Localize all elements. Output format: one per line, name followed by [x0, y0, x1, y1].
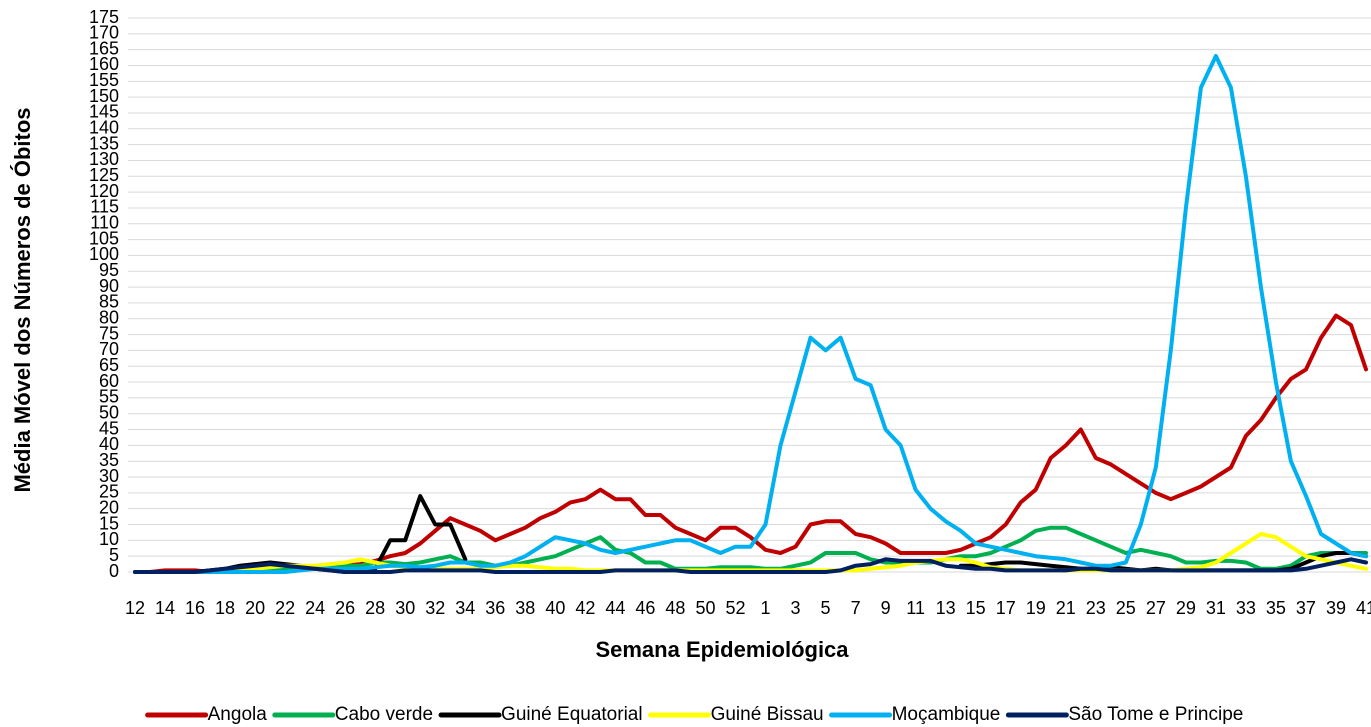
x-tick-label: 28	[365, 598, 385, 618]
y-tick-label: 125	[89, 165, 119, 185]
y-tick-label: 95	[99, 260, 119, 280]
x-tick-label: 26	[335, 598, 355, 618]
x-tick-label: 41	[1356, 598, 1371, 618]
y-tick-label: 70	[99, 339, 119, 359]
x-tick-label: 21	[1056, 598, 1076, 618]
x-tick-label: 23	[1086, 598, 1106, 618]
y-axis-title: Média Móvel dos Números de Óbitos	[10, 107, 35, 492]
y-tick-label: 150	[89, 86, 119, 106]
x-tick-label: 30	[395, 598, 415, 618]
y-tick-label: 15	[99, 513, 119, 533]
series-line	[133, 525, 1368, 574]
x-tick-label: 39	[1326, 598, 1346, 618]
legend-label: São Tome e Principe	[1068, 704, 1243, 725]
series-line	[133, 313, 1368, 574]
legend-label: Guiné Bissau	[711, 704, 824, 725]
x-tick-label: 52	[725, 598, 745, 618]
y-tick-label: 135	[89, 133, 119, 153]
x-tick-label: 15	[966, 598, 986, 618]
y-tick-label: 115	[90, 197, 119, 217]
x-tick-label: 13	[936, 598, 956, 618]
x-tick-label: 20	[245, 598, 265, 618]
legend-label: Cabo verde	[335, 704, 433, 725]
y-tick-label: 110	[90, 213, 119, 233]
x-tick-label: 12	[125, 598, 145, 618]
y-tick-label: 105	[89, 228, 119, 248]
y-tick-label: 100	[89, 244, 119, 264]
y-tick-label: 20	[99, 497, 119, 517]
y-tick-label: 155	[89, 70, 119, 90]
x-tick-label: 35	[1266, 598, 1286, 618]
y-tick-label: 75	[99, 323, 119, 343]
x-tick-label: 22	[275, 598, 295, 618]
y-tick-label: 0	[109, 561, 119, 581]
x-tick-label: 19	[1026, 598, 1046, 618]
y-tick-label: 25	[99, 482, 119, 502]
x-tick-label: 18	[215, 598, 235, 618]
y-tick-label: 90	[99, 276, 119, 296]
x-tick-label: 17	[996, 598, 1016, 618]
series-line	[133, 54, 1368, 574]
x-tick-label: 46	[635, 598, 655, 618]
y-tick-label: 85	[99, 292, 119, 312]
x-tick-label: 25	[1116, 598, 1136, 618]
x-tick-label: 31	[1206, 598, 1226, 618]
x-tick-label: 37	[1296, 598, 1316, 618]
x-tick-label: 34	[455, 598, 475, 618]
y-tick-label: 140	[89, 118, 119, 138]
y-tick-label: 45	[99, 418, 119, 438]
x-axis-title: Semana Epidemiológica	[595, 637, 849, 662]
y-tick-label: 40	[99, 434, 119, 454]
y-tick-label: 30	[99, 466, 119, 486]
legend-label: Guiné Equatorial	[501, 704, 643, 725]
x-tick-label: 11	[906, 598, 925, 618]
x-tick-label: 5	[821, 598, 831, 618]
y-tick-label: 130	[89, 149, 119, 169]
y-tick-label: 55	[99, 387, 119, 407]
legend-label: Moçambique	[892, 704, 1001, 725]
series-line	[133, 557, 1368, 574]
x-tick-label: 7	[851, 598, 861, 618]
y-tick-label: 165	[89, 38, 119, 58]
y-tick-label: 35	[99, 450, 119, 470]
y-tick-label: 170	[89, 23, 119, 43]
x-tick-label: 1	[761, 598, 771, 618]
x-tick-label: 14	[155, 598, 175, 618]
x-tick-label: 27	[1146, 598, 1166, 618]
x-tick-label: 48	[665, 598, 685, 618]
legend-label: Angola	[208, 704, 268, 725]
x-tick-label: 42	[575, 598, 595, 618]
y-tick-label: 65	[99, 355, 119, 375]
x-tick-label: 36	[485, 598, 505, 618]
x-tick-label: 29	[1176, 598, 1196, 618]
x-tick-label: 44	[605, 598, 625, 618]
x-tick-label: 16	[185, 598, 205, 618]
x-tick-label: 9	[881, 598, 891, 618]
x-tick-label: 33	[1236, 598, 1256, 618]
y-tick-label: 60	[99, 371, 119, 391]
y-tick-label: 50	[99, 402, 119, 422]
y-tick-label: 5	[109, 545, 119, 565]
y-tick-label: 145	[89, 102, 119, 122]
x-tick-label: 24	[305, 598, 325, 618]
y-tick-label: 10	[99, 529, 119, 549]
y-tick-label: 160	[89, 54, 119, 74]
x-tick-label: 40	[545, 598, 565, 618]
y-tick-label: 175	[89, 7, 119, 27]
legend: Angola Cabo verde Guiné Equatorial Guiné Bi…	[145, 704, 1243, 725]
x-tick-label: 32	[425, 598, 445, 618]
y-tick-label: 80	[99, 307, 119, 327]
x-tick-label: 38	[515, 598, 535, 618]
y-tick-label: 120	[89, 181, 119, 201]
x-tick-label: 50	[695, 598, 715, 618]
x-tick-label: 3	[791, 598, 801, 618]
